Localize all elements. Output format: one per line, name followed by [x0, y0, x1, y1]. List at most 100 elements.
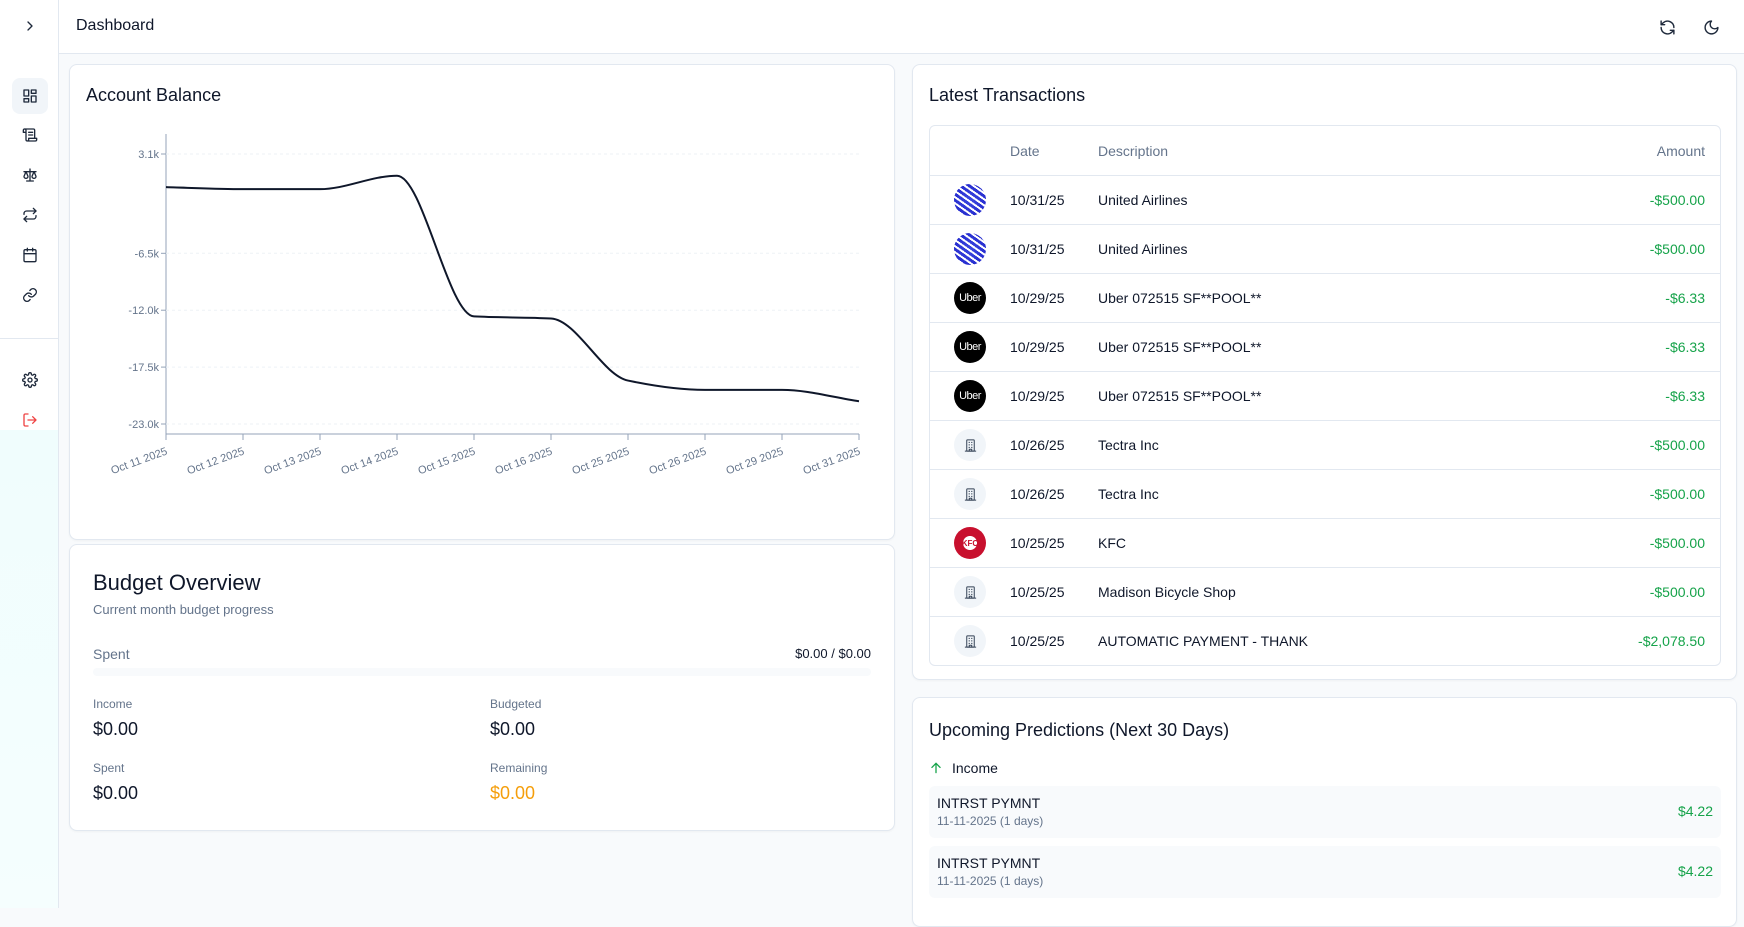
account-balance-card: Account Balance 3.1k -6.5k -12.0k -17.5k -23…: [69, 64, 895, 540]
budget-subtitle: Current month budget progress: [93, 602, 274, 617]
building-icon: [964, 634, 976, 648]
refresh-icon: [1659, 19, 1675, 35]
x-tick-label: Oct 13 2025: [263, 446, 323, 478]
transaction-amount: -$500.00: [1649, 192, 1705, 208]
table-row[interactable]: Uber 10/29/25 Uber 072515 SF**POOL** -$6…: [930, 322, 1720, 371]
transaction-description: United Airlines: [1098, 192, 1188, 208]
chevron-right-icon: [27, 21, 33, 31]
sidebar-divider: [0, 338, 58, 339]
predictions-title: Upcoming Predictions (Next 30 Days): [929, 720, 1230, 740]
transaction-amount: -$6.33: [1665, 388, 1705, 404]
transaction-description: Tectra Inc: [1098, 486, 1159, 502]
table-row[interactable]: 10/25/25 Madison Bicycle Shop -$500.00: [930, 567, 1720, 616]
budget-title: Budget Overview: [93, 570, 261, 595]
account-balance-title: Account Balance: [86, 85, 222, 105]
kfc-logo-icon: KFC: [954, 527, 986, 559]
merchant-logo: [954, 576, 986, 608]
sidebar: [0, 0, 59, 908]
table-row[interactable]: Uber 10/29/25 Uber 072515 SF**POOL** -$6…: [930, 273, 1720, 322]
transaction-date: 10/25/25: [1010, 584, 1065, 600]
table-row[interactable]: 10/31/25 United Airlines -$500.00: [930, 175, 1720, 224]
budget-overview-card: Budget Overview Current month budget pro…: [69, 544, 895, 831]
expand-sidebar-button[interactable]: [12, 8, 48, 44]
transaction-amount: -$6.33: [1665, 290, 1705, 306]
sidebar-item-settings[interactable]: [12, 362, 48, 398]
theme-toggle-button[interactable]: [1699, 15, 1723, 39]
prediction-amount: $4.22: [1677, 863, 1713, 879]
prediction-item[interactable]: INTRST PYMNT 11-11-2025 (1 days) $4.22: [929, 786, 1721, 838]
table-header: Date Description Amount: [930, 126, 1720, 175]
transaction-description: Uber 072515 SF**POOL**: [1098, 388, 1262, 404]
x-tick-label: Oct 12 2025: [186, 446, 246, 478]
merchant-logo: [954, 478, 986, 510]
prediction-date: 11-11-2025 (1 days): [937, 814, 1044, 828]
uber-logo-icon: Uber: [954, 380, 986, 412]
transaction-description: Uber 072515 SF**POOL**: [1098, 290, 1262, 306]
transaction-description: AUTOMATIC PAYMENT - THANK: [1098, 633, 1309, 649]
transaction-date: 10/26/25: [1010, 486, 1065, 502]
table-row[interactable]: 10/26/25 Tectra Inc -$500.00: [930, 469, 1720, 518]
transaction-date: 10/26/25: [1010, 437, 1065, 453]
transaction-date: 10/29/25: [1010, 290, 1065, 306]
prediction-amount: $4.22: [1677, 803, 1713, 819]
sidebar-item-logout[interactable]: [12, 402, 48, 438]
column-amount[interactable]: Amount: [1656, 142, 1705, 159]
spent-label: Spent: [93, 646, 130, 662]
spent-stat-label: Spent: [93, 761, 125, 775]
x-tick-label: Oct 16 2025: [494, 446, 554, 478]
prediction-item[interactable]: INTRST PYMNT 11-11-2025 (1 days) $4.22: [929, 846, 1721, 898]
y-tick-label: -17.5k: [128, 362, 159, 374]
table-row[interactable]: 10/25/25 AUTOMATIC PAYMENT - THANK -$2,0…: [930, 616, 1720, 665]
prediction-name: INTRST PYMNT: [937, 855, 1041, 871]
top-header: Dashboard: [59, 0, 1744, 54]
transaction-description: KFC: [1098, 535, 1126, 551]
table-row[interactable]: 10/26/25 Tectra Inc -$500.00: [930, 420, 1720, 469]
income-value: $0.00: [93, 719, 139, 739]
upcoming-predictions-card: Upcoming Predictions (Next 30 Days) Inco…: [912, 697, 1737, 927]
table-row[interactable]: Uber 10/29/25 Uber 072515 SF**POOL** -$6…: [930, 371, 1720, 420]
sidebar-item-calendar[interactable]: [12, 237, 48, 273]
account-balance-chart: 3.1k -6.5k -12.0k -17.5k -23.0k Oct 11 2025 Oc…: [109, 134, 862, 478]
sidebar-item-recurring[interactable]: [12, 197, 48, 233]
column-description[interactable]: Description: [1098, 142, 1169, 159]
income-section-header: Income: [929, 760, 998, 776]
balance-line: [165, 174, 860, 403]
spent-value: $0.00: [93, 783, 139, 803]
uber-logo-icon: Uber: [954, 331, 986, 363]
prediction-name: INTRST PYMNT: [937, 795, 1041, 811]
table-row[interactable]: KFC 10/25/25 KFC -$500.00: [930, 518, 1720, 567]
x-tick-label: Oct 11 2025: [109, 446, 169, 477]
repeat-icon: [23, 207, 37, 223]
x-tick-label: Oct 29 2025: [725, 446, 785, 478]
column-date[interactable]: Date: [1010, 142, 1040, 159]
transaction-date: 10/25/25: [1010, 633, 1065, 649]
y-tick-label: 3.1k: [138, 149, 159, 161]
transaction-date: 10/29/25: [1010, 339, 1065, 355]
transactions-table: Date Description Amount 10/31/25 United …: [929, 125, 1721, 666]
prediction-date: 11-11-2025 (1 days): [937, 874, 1044, 888]
transaction-amount: -$6.33: [1665, 339, 1705, 355]
sidebar-item-transactions[interactable]: [12, 117, 48, 153]
transaction-amount: -$500.00: [1649, 241, 1705, 257]
spent-ratio: $0.00 / $0.00: [795, 646, 871, 661]
grid-icon: [23, 89, 37, 103]
table-row[interactable]: 10/31/25 United Airlines -$500.00: [930, 224, 1720, 273]
link-icon: [23, 288, 37, 302]
merchant-logo: [954, 429, 986, 461]
transaction-amount: -$2,078.50: [1638, 633, 1705, 649]
sidebar-item-connections[interactable]: [12, 277, 48, 313]
building-icon: [964, 585, 976, 599]
transaction-amount: -$500.00: [1649, 437, 1705, 453]
scale-icon: [23, 168, 37, 182]
building-icon: [964, 438, 976, 452]
refresh-button[interactable]: [1655, 15, 1679, 39]
transaction-date: 10/31/25: [1010, 241, 1065, 257]
gear-icon: [22, 372, 38, 388]
income-label: Income: [93, 697, 133, 711]
y-tick-label: -23.0k: [128, 419, 159, 431]
income-section-label: Income: [952, 760, 998, 776]
y-tick-label: -12.0k: [128, 305, 159, 317]
sidebar-item-dashboard[interactable]: [12, 78, 48, 114]
x-tick-label: Oct 31 2025: [802, 446, 862, 478]
sidebar-item-budgets[interactable]: [12, 157, 48, 193]
